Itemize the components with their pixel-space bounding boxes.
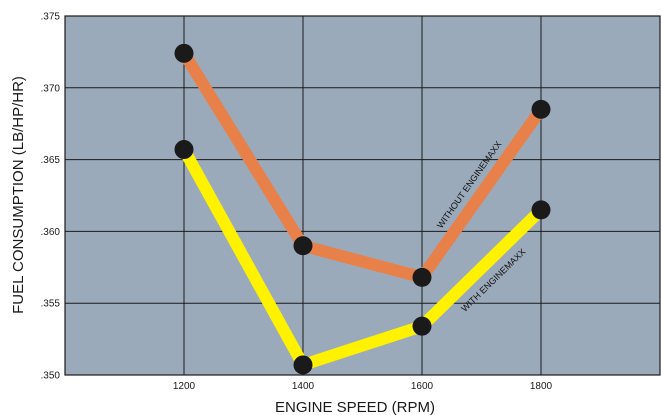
series-markers	[174, 43, 551, 375]
y-tick-label: .365	[41, 155, 61, 166]
y-axis-title: FUEL CONSUMPTION (LB/HP/HR)	[10, 76, 27, 314]
x-tick-label: 1400	[292, 381, 315, 392]
x-tick-labels: 1200 1400 1600 1800	[173, 381, 553, 392]
series-0-point	[412, 267, 432, 287]
y-tick-label: .350	[41, 371, 61, 382]
y-tick-label: .375	[41, 12, 61, 23]
y-tick-labels: .350 .355 .360 .365 .370 .375	[41, 12, 61, 382]
x-tick-label: 1800	[530, 381, 553, 392]
y-tick-label: .360	[41, 227, 61, 238]
series-line-1	[178, 143, 547, 371]
plot-background	[65, 16, 660, 375]
series-0-point	[174, 43, 194, 63]
y-tick-label: .370	[41, 83, 61, 94]
x-axis-title: ENGINE SPEED (RPM)	[275, 399, 435, 415]
y-tick-label: .355	[41, 299, 61, 310]
series-1-point	[293, 355, 313, 375]
series-0-point	[531, 99, 551, 119]
series-0-point	[293, 236, 313, 256]
series-1-point	[412, 316, 432, 336]
series-1-point	[174, 140, 194, 160]
x-tick-label: 1200	[173, 381, 196, 392]
series-1-point	[531, 200, 551, 220]
plot-frame	[64, 15, 661, 376]
series-lines	[178, 47, 547, 371]
series-line-0	[178, 47, 547, 284]
x-tick-label: 1600	[411, 381, 434, 392]
